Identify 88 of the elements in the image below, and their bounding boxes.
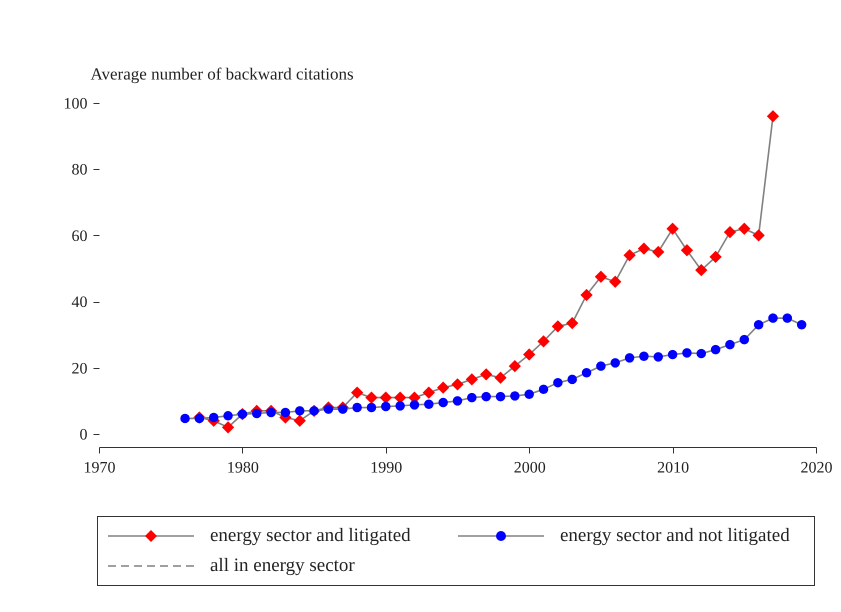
point — [295, 406, 305, 416]
point — [422, 386, 435, 399]
point — [680, 244, 694, 256]
point — [596, 361, 606, 371]
point — [796, 320, 806, 330]
point — [740, 334, 750, 344]
y-tick-label: 80 — [72, 162, 88, 179]
point — [467, 392, 477, 402]
point — [610, 358, 620, 368]
point — [682, 348, 692, 358]
point — [609, 276, 622, 288]
point — [768, 313, 778, 323]
point — [352, 402, 362, 412]
point — [424, 399, 434, 409]
point — [266, 408, 276, 418]
point — [194, 414, 204, 424]
point — [623, 249, 636, 262]
y-tick-label: 0 — [80, 426, 88, 444]
point — [381, 402, 391, 412]
point — [494, 372, 507, 384]
x-tick-label: 2000 — [514, 460, 546, 476]
point — [566, 316, 578, 330]
point — [496, 392, 506, 402]
point — [725, 340, 735, 350]
point — [552, 320, 564, 333]
point — [710, 344, 720, 354]
point — [222, 421, 234, 434]
point — [350, 386, 364, 399]
point — [695, 264, 708, 276]
x-tick-label: 1980 — [226, 460, 259, 476]
point — [395, 401, 405, 411]
y-tick-label: 40 — [72, 294, 88, 312]
point — [451, 378, 464, 390]
point — [452, 396, 462, 406]
point — [668, 350, 678, 360]
point — [523, 348, 536, 361]
x-tick-label: 2010 — [657, 460, 690, 476]
point — [223, 411, 233, 421]
point — [180, 414, 190, 424]
point — [580, 288, 593, 302]
point — [366, 402, 376, 412]
point — [437, 382, 450, 394]
y-tick-label: 20 — [72, 360, 88, 378]
point — [438, 398, 448, 408]
legend-label: all in energy sector — [210, 555, 355, 577]
legend-label: energy sector and not litigated — [560, 525, 790, 547]
point — [594, 270, 608, 283]
point — [752, 229, 765, 242]
x-tick-label: 1970 — [84, 460, 116, 476]
point — [582, 368, 592, 378]
point — [782, 313, 792, 323]
point — [338, 404, 348, 414]
point — [709, 250, 722, 264]
point — [724, 226, 736, 238]
point — [754, 320, 764, 330]
point — [480, 368, 492, 381]
point — [553, 378, 563, 388]
point — [638, 242, 650, 255]
point — [639, 351, 649, 361]
point — [365, 391, 378, 404]
point — [654, 352, 664, 362]
point — [208, 412, 218, 422]
point — [508, 360, 521, 372]
y-tick-label: 60 — [72, 228, 88, 245]
point — [324, 404, 334, 414]
point — [624, 353, 634, 363]
point — [738, 222, 750, 235]
point — [567, 374, 577, 384]
point — [537, 335, 550, 348]
x-tick-label: 1990 — [370, 460, 402, 476]
y-tick-label: 100 — [64, 96, 88, 112]
point — [766, 110, 780, 122]
point — [380, 391, 392, 404]
point — [538, 384, 548, 394]
point — [510, 391, 520, 401]
point — [294, 414, 306, 427]
point — [252, 408, 262, 418]
point — [410, 400, 420, 410]
point — [524, 390, 534, 400]
point — [280, 408, 290, 418]
point — [666, 222, 679, 235]
x-tick-label: 2020 — [800, 460, 832, 476]
y-axis-title: Average number of backward citations — [90, 64, 354, 84]
point — [696, 348, 706, 358]
point — [481, 392, 491, 402]
legend-label: energy sector and litigated — [210, 525, 411, 547]
point — [466, 373, 478, 386]
point — [652, 246, 664, 258]
